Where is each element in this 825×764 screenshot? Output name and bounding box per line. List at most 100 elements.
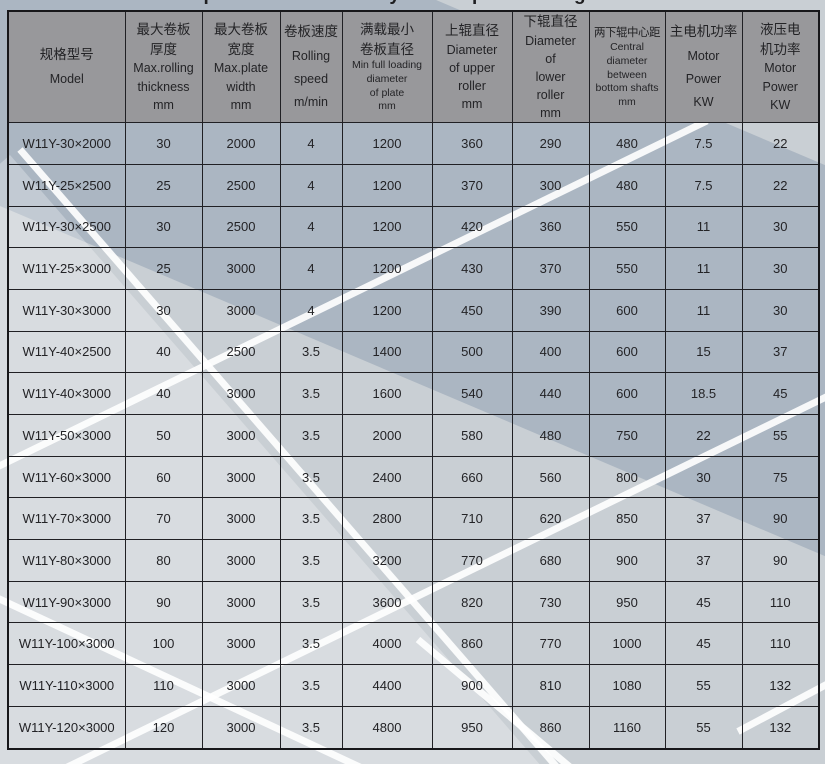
- column-header-cn: 液压电 机功率: [760, 22, 801, 57]
- value-cell: 950: [431, 705, 513, 750]
- value-cell: 2000: [201, 122, 281, 165]
- column-header-cn: 下辊直径: [523, 14, 578, 29]
- value-cell: 120: [124, 705, 203, 750]
- value-cell: 11: [664, 247, 743, 290]
- value-cell: 750: [588, 414, 666, 457]
- value-cell: 430: [431, 247, 513, 290]
- value-cell: 55: [664, 664, 743, 707]
- value-cell: 45: [664, 622, 743, 666]
- value-cell: 15: [664, 330, 743, 374]
- column-header-en: Model: [49, 72, 84, 87]
- value-cell: 4800: [341, 705, 433, 750]
- value-cell: 600: [588, 330, 666, 374]
- value-cell: 4: [279, 247, 343, 290]
- value-cell: 860: [511, 705, 590, 750]
- model-cell: W11Y-30×2500: [7, 205, 126, 249]
- value-cell: 40: [124, 330, 203, 374]
- model-cell: W11Y-100×3000: [7, 622, 126, 666]
- value-cell: 3000: [201, 497, 281, 541]
- value-cell: 90: [741, 539, 820, 582]
- value-cell: 4: [279, 288, 343, 332]
- value-cell: 55: [664, 705, 743, 750]
- value-cell: 3.5: [279, 622, 343, 666]
- value-cell: 55: [741, 414, 820, 457]
- value-cell: 600: [588, 288, 666, 332]
- value-cell: 25: [124, 247, 203, 290]
- column-header: 上辊直径 Diameter of upper roller mm: [431, 10, 513, 124]
- column-header: 卷板速度 Rolling speed m/min: [279, 10, 343, 124]
- value-cell: 30: [124, 205, 203, 249]
- column-header-en: Motor Power KW: [685, 48, 722, 110]
- value-cell: 1200: [341, 288, 433, 332]
- value-cell: 22: [741, 163, 820, 207]
- spec-table: 规格型号 Model 最大卷板 厚度 Max.rolling thickness mm…: [7, 10, 820, 750]
- value-cell: 30: [741, 247, 820, 290]
- value-cell: 1160: [588, 705, 666, 750]
- table-body: W11Y-30×2000 30 2000 4 1200 360 290 480 7.5 22 W11…: [7, 122, 820, 750]
- value-cell: 580: [431, 414, 513, 457]
- value-cell: 810: [511, 664, 590, 707]
- value-cell: 680: [511, 539, 590, 582]
- value-cell: 90: [124, 580, 203, 624]
- value-cell: 950: [588, 580, 666, 624]
- value-cell: 360: [511, 205, 590, 249]
- column-header-en: Min full loading diameter of plate mm: [351, 59, 423, 113]
- value-cell: 4400: [341, 664, 433, 707]
- clipped-page-title-text: Main parameters of the hydraulic plate r…: [0, 0, 825, 6]
- model-cell: W11Y-25×3000: [7, 247, 126, 290]
- value-cell: 4: [279, 205, 343, 249]
- value-cell: 1200: [341, 247, 433, 290]
- value-cell: 820: [431, 580, 513, 624]
- value-cell: 25: [124, 163, 203, 207]
- value-cell: 70: [124, 497, 203, 541]
- value-cell: 450: [431, 288, 513, 332]
- value-cell: 22: [741, 122, 820, 165]
- value-cell: 3.5: [279, 455, 343, 499]
- value-cell: 45: [664, 580, 743, 624]
- value-cell: 540: [431, 372, 513, 415]
- table-row: W11Y-25×3000 25 3000 4 1200 430 370 550 11 30: [7, 247, 820, 290]
- value-cell: 4: [279, 163, 343, 207]
- value-cell: 3.5: [279, 705, 343, 750]
- value-cell: 3000: [201, 580, 281, 624]
- value-cell: 30: [741, 288, 820, 332]
- value-cell: 132: [741, 705, 820, 750]
- column-header-en: Max.plate width mm: [213, 61, 269, 112]
- table-row: W11Y-100×3000 100 3000 3.5 4000 860 770 1000 45 1…: [7, 622, 820, 666]
- table-row: W11Y-90×3000 90 3000 3.5 3600 820 730 950 45 110: [7, 580, 820, 624]
- table-row: W11Y-25×2500 25 2500 4 1200 370 300 480 7.5 22: [7, 163, 820, 207]
- value-cell: 560: [511, 455, 590, 499]
- table-header: 规格型号 Model 最大卷板 厚度 Max.rolling thickness mm…: [7, 10, 820, 124]
- value-cell: 18.5: [664, 372, 743, 415]
- table-row: W11Y-50×3000 50 3000 3.5 2000 580 480 750 22 55: [7, 414, 820, 457]
- value-cell: 550: [588, 205, 666, 249]
- value-cell: 850: [588, 497, 666, 541]
- column-header-cn: 两下辊中心距: [594, 26, 661, 39]
- value-cell: 80: [124, 539, 203, 582]
- value-cell: 480: [511, 414, 590, 457]
- value-cell: 37: [664, 497, 743, 541]
- value-cell: 440: [511, 372, 590, 415]
- value-cell: 600: [588, 372, 666, 415]
- value-cell: 40: [124, 372, 203, 415]
- value-cell: 45: [741, 372, 820, 415]
- value-cell: 2500: [201, 205, 281, 249]
- value-cell: 3000: [201, 539, 281, 582]
- value-cell: 390: [511, 288, 590, 332]
- column-header: 主电机功率 Motor Power KW: [664, 10, 743, 124]
- value-cell: 2000: [341, 414, 433, 457]
- table-row: W11Y-70×3000 70 3000 3.5 2800 710 620 850 37 90: [7, 497, 820, 541]
- value-cell: 30: [741, 205, 820, 249]
- column-header-cn: 上辊直径: [445, 23, 499, 39]
- column-header-cn: 最大卷板 宽度: [214, 22, 268, 57]
- value-cell: 50: [124, 414, 203, 457]
- value-cell: 30: [664, 455, 743, 499]
- value-cell: 3000: [201, 372, 281, 415]
- value-cell: 370: [431, 163, 513, 207]
- value-cell: 660: [431, 455, 513, 499]
- table-row: W11Y-120×3000 120 3000 3.5 4800 950 860 1160 55 1…: [7, 705, 820, 750]
- value-cell: 2400: [341, 455, 433, 499]
- value-cell: 1000: [588, 622, 666, 666]
- value-cell: 300: [511, 163, 590, 207]
